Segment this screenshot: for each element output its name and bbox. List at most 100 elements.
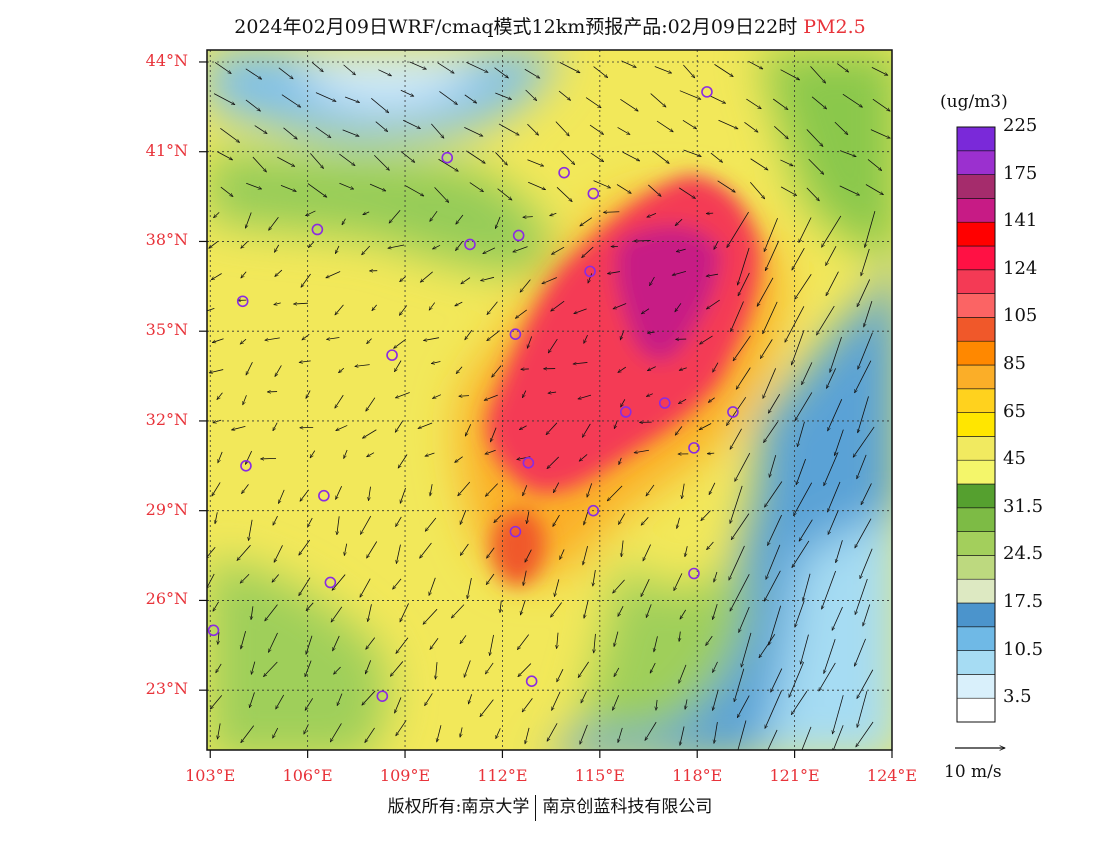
wind-arrow-268	[336, 425, 348, 432]
wind-arrow-182	[399, 305, 408, 315]
city-marker-0	[701, 86, 713, 98]
colorbar-segment-10	[956, 459, 996, 485]
wind-arrow-307	[857, 454, 867, 479]
wind-arrow-235	[679, 367, 687, 371]
wind-arrow-154	[211, 273, 222, 281]
wind-arrow-89	[246, 182, 261, 189]
wind-arrow-207	[487, 330, 500, 341]
copyright-right: 南京创蓝科技有限公司	[542, 797, 713, 817]
wind-arrow-331	[248, 519, 253, 541]
wind-arrow-375	[240, 573, 250, 583]
wind-arrow-148	[713, 241, 719, 249]
wind-arrow-280	[699, 423, 712, 431]
wind-scale-label: 10 m/s	[944, 762, 1002, 782]
wind-arrow-225	[355, 365, 370, 367]
wind-arrow-240	[826, 368, 837, 388]
wind-arrow-10	[524, 68, 540, 79]
wind-arrow-91	[307, 183, 327, 198]
wind-arrow-275	[546, 422, 558, 435]
pollution-peak	[615, 226, 720, 361]
colorbar-segment-4	[956, 602, 996, 628]
wind-arrow-464	[275, 694, 285, 709]
wind-arrow-457	[734, 668, 745, 702]
wind-arrow-34	[585, 97, 601, 108]
wind-arrow-221	[245, 362, 253, 375]
wind-arrow-287	[245, 450, 253, 464]
wind-arrow-482	[832, 695, 844, 734]
wind-arrow-371	[792, 540, 810, 568]
wind-arrow-16	[714, 64, 734, 76]
wind-arrow-165	[542, 277, 558, 285]
wind-arrow-257	[678, 398, 687, 405]
wind-arrow-179	[293, 303, 308, 304]
wind-arrow-308	[211, 482, 221, 496]
wind-arrow-483	[857, 690, 868, 727]
wind-arrow-83	[750, 158, 768, 170]
wind-arrow-315	[430, 484, 433, 496]
colorbar-segment-0	[956, 697, 996, 723]
wind-arrow-174	[825, 271, 839, 296]
wind-arrow-316	[458, 481, 471, 496]
wind-arrow-295	[485, 449, 496, 454]
wind-arrow-409	[617, 606, 624, 616]
wind-arrow-421	[306, 635, 313, 655]
wind-arrow-23	[245, 99, 261, 111]
wind-arrow-400	[331, 606, 343, 622]
wind-arrow-362	[524, 549, 532, 563]
wind-arrow-142	[513, 246, 528, 252]
wind-arrow-469	[425, 693, 433, 705]
wind-arrow-104	[717, 180, 736, 192]
wind-arrow-403	[423, 608, 438, 624]
wind-arrow-220	[209, 369, 224, 373]
wind-arrow-110	[213, 212, 220, 217]
wind-arrow-3	[311, 62, 323, 71]
wind-arrow-494	[525, 727, 530, 744]
wind-arrow-185	[487, 301, 498, 315]
colorbar-frame	[956, 126, 996, 723]
wind-arrow-420	[268, 632, 278, 652]
wind-arrow-426	[460, 635, 467, 643]
wind-arrow-7	[437, 62, 454, 74]
wind-arrow-69	[310, 153, 323, 168]
wind-arrow-492	[460, 727, 462, 737]
wind-arrow-284	[834, 429, 844, 456]
wind-arrow-192	[706, 299, 720, 309]
lat-label: 44°N	[145, 50, 188, 70]
wind-arrow-243	[243, 395, 247, 405]
wind-arrow-433	[679, 631, 680, 642]
wind-arrow-143	[551, 246, 565, 255]
wind-arrow-346	[701, 510, 711, 521]
wind-arrow-445	[365, 660, 372, 674]
wind-arrow-150	[764, 240, 780, 271]
city-marker-9	[509, 328, 522, 340]
wind-arrow-345	[677, 517, 680, 529]
wind-arrow-168	[649, 276, 655, 286]
wind-arrow-14	[654, 66, 672, 73]
wind-arrow-26	[344, 96, 360, 103]
wind-arrow-505	[856, 721, 874, 747]
wind-arrow-294	[455, 456, 463, 463]
wind-arrow-226	[394, 360, 402, 372]
wind-arrow-21	[871, 67, 888, 76]
wind-arrow-74	[466, 150, 485, 163]
wind-arrow-338	[460, 510, 467, 524]
wind-arrow-218	[830, 336, 842, 372]
wind-arrow-229	[492, 365, 502, 378]
wind-arrow-265	[231, 426, 246, 430]
wind-arrow-344	[641, 517, 649, 525]
colorbar-segment-11	[956, 436, 996, 461]
wind-arrow-283	[797, 421, 805, 447]
wind-arrow-422	[332, 635, 340, 651]
wind-arrow-39	[746, 98, 761, 109]
wind-arrow-255	[620, 399, 626, 407]
wind-arrow-223	[299, 361, 311, 363]
wind-arrow-356	[344, 543, 348, 556]
wind-arrow-365	[621, 540, 624, 557]
wind-arrow-427	[490, 634, 494, 656]
wind-arrow-452	[578, 661, 589, 678]
wind-arrow-242	[217, 392, 223, 400]
wind-arrow-98	[528, 181, 545, 191]
wind-arrow-447	[435, 662, 437, 679]
wind-arrow-217	[791, 330, 805, 365]
wind-arrow-32	[525, 89, 537, 101]
